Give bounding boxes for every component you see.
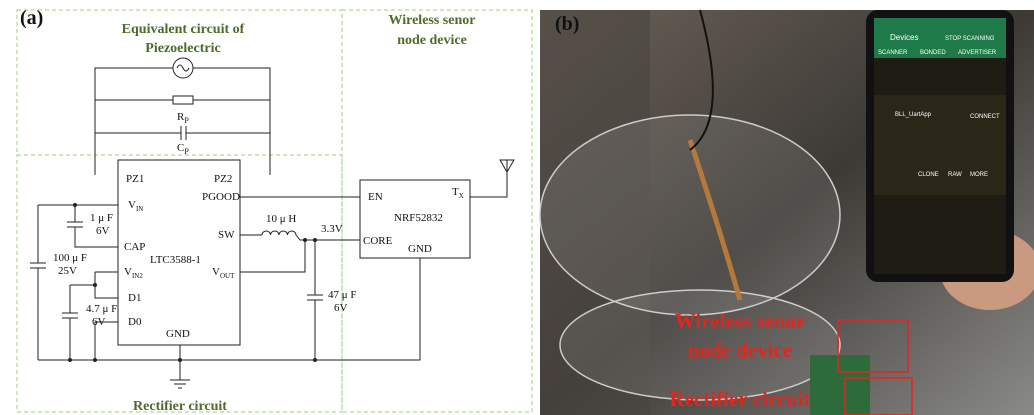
chip-name: LTC3588-1	[150, 254, 201, 266]
component-label: 47 μ F	[328, 289, 357, 301]
component-label: C	[177, 142, 184, 154]
phone-text: CONNECT	[970, 114, 1000, 120]
junction-dot	[73, 203, 77, 207]
junction-dot	[93, 283, 97, 287]
component-label: 4.7 μ F	[86, 303, 117, 315]
photo-label: Wireless senor	[675, 309, 805, 333]
section-title: Equivalent circuit of	[122, 22, 245, 37]
pin-label: IN	[136, 205, 143, 213]
component-label: 6V	[334, 302, 348, 314]
component-label: P	[184, 116, 189, 125]
junction-dot	[93, 358, 97, 362]
panel-b: Devices STOP SCANNING SCANNER BONDED ADV…	[540, 10, 1034, 415]
component-label: 100 μ F	[53, 252, 87, 264]
panel-a: (a) Equivalent circuit of Piezoelectric …	[17, 7, 532, 414]
component-label: 10 μ H	[266, 213, 296, 225]
component-label: RP	[177, 111, 189, 125]
photo-label: node device	[688, 338, 792, 362]
pin-label: EN	[368, 191, 383, 203]
component-label: 25V	[58, 265, 77, 277]
pin-label: VIN	[128, 199, 143, 213]
section-title: node device	[397, 33, 467, 48]
inductor	[262, 231, 296, 235]
panel-label: (b)	[555, 13, 579, 35]
pin-label: VIN2	[124, 266, 143, 280]
phone-text: SCANNER	[878, 50, 908, 56]
resistor	[173, 96, 193, 104]
phone-text: ADVERTISER	[958, 50, 997, 56]
chip-name: NRF52832	[394, 212, 443, 224]
junction-dot	[313, 238, 317, 242]
pin-label: CORE	[363, 235, 393, 247]
phone-text: STOP SCANNING	[945, 36, 995, 42]
wire	[193, 68, 270, 175]
pin-label: V	[212, 266, 220, 278]
pin-label: D1	[128, 292, 141, 304]
current-source	[177, 65, 189, 71]
pin-label: PZ1	[126, 173, 144, 185]
wire	[95, 68, 173, 175]
component-label: 6V	[92, 316, 106, 328]
pin-label: PGOOD	[202, 191, 240, 203]
component-label: P	[184, 147, 189, 156]
pin-label: VOUT	[212, 266, 235, 280]
pin-label: V	[124, 266, 132, 278]
panel-label: (a)	[20, 7, 43, 29]
phone-text: Devices	[890, 33, 918, 42]
dashed-box	[342, 10, 532, 412]
pin-label: D0	[128, 316, 142, 328]
pin-label: PZ2	[214, 173, 232, 185]
photo-label: Rectifier circuit	[670, 387, 811, 411]
wire	[470, 170, 507, 197]
wire	[95, 272, 118, 298]
phone-text: CLONE	[918, 172, 939, 178]
section-title: Rectifier circuit	[133, 399, 227, 414]
pin-label: TX	[452, 186, 464, 200]
component-label: 6V	[96, 225, 110, 237]
pin-label: V	[128, 199, 136, 211]
pin-label: GND	[166, 328, 190, 340]
pin-label: CAP	[124, 241, 145, 253]
component-label: CP	[177, 142, 189, 156]
pcb	[810, 355, 870, 415]
figure: (a) Equivalent circuit of Piezoelectric …	[0, 0, 1034, 415]
phone-text: BONDED	[920, 50, 946, 56]
junction-dot	[313, 358, 317, 362]
pin-label: IN2	[132, 272, 143, 280]
component-label: 3.3V	[321, 223, 343, 235]
pin-label: SW	[218, 229, 235, 241]
antenna	[500, 160, 514, 172]
pin-label: X	[459, 192, 464, 200]
wire	[240, 240, 305, 272]
junction-dot	[303, 238, 307, 242]
section-title: Wireless senor	[389, 13, 476, 28]
pin-label: GND	[408, 243, 432, 255]
phone-card	[874, 95, 1006, 195]
junction-dot	[68, 358, 72, 362]
pin-label: OUT	[220, 272, 235, 280]
phone-text: BLL_UartApp	[895, 112, 932, 118]
phone-text: MORE	[970, 172, 988, 178]
section-title: Piezoelectric	[145, 41, 220, 56]
phone-text: RAW	[948, 172, 962, 178]
junction-dot	[178, 358, 182, 362]
component-label: 1 μ F	[90, 212, 113, 224]
